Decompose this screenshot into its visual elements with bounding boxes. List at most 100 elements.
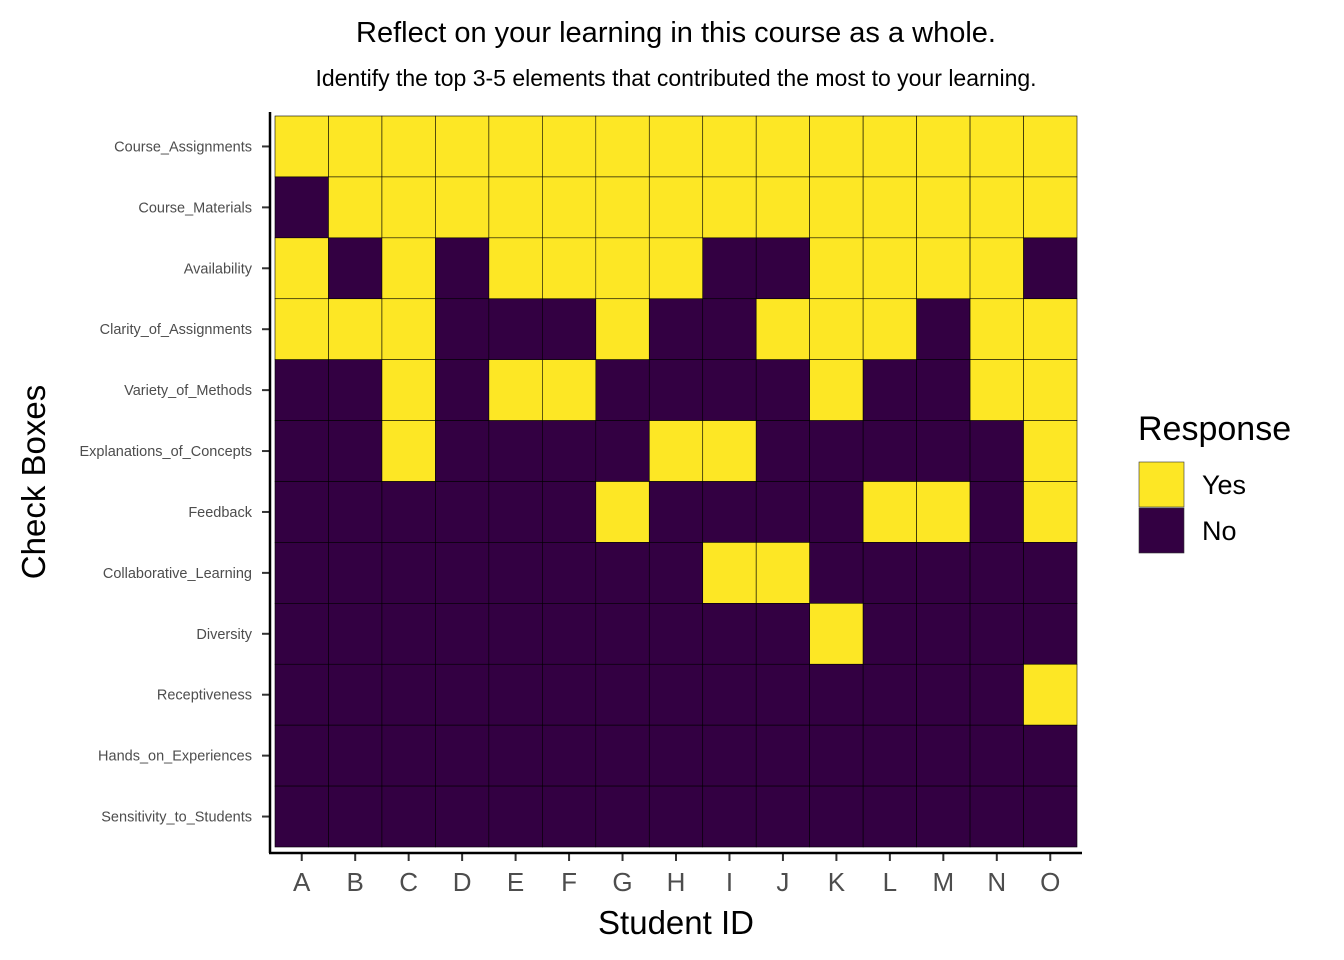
x-tick-label: G [612, 867, 632, 897]
heatmap-cell [595, 663, 650, 726]
heatmap-cell [862, 237, 917, 300]
heatmap-cell [1023, 542, 1078, 604]
y-axis-ticks: Course_Assignments Course_Materials Availa… [79, 139, 269, 826]
heatmap-cell [862, 298, 917, 360]
heatmap-cell [488, 724, 543, 787]
heatmap-cell [916, 176, 971, 239]
x-tick-label: L [883, 867, 897, 897]
y-tick-label: Feedback [188, 505, 252, 521]
heatmap-cell [702, 603, 757, 665]
legend-swatch [1138, 507, 1185, 554]
heatmap-cell [916, 481, 971, 543]
heatmap-cell [702, 176, 757, 239]
heatmap-cell [435, 115, 490, 178]
heatmap-cell [381, 603, 436, 665]
heatmap-cell [595, 237, 650, 300]
heatmap-cell [862, 359, 917, 421]
heatmap-cell [328, 724, 383, 787]
heatmap-cell [702, 542, 757, 604]
heatmap-cell [274, 663, 329, 726]
heatmap-cell [755, 785, 810, 848]
heatmap-cell [595, 542, 650, 604]
x-axis-title: Student ID [598, 904, 754, 941]
heatmap-cell [916, 663, 971, 726]
heatmap-cell [488, 785, 543, 848]
heatmap-cell [969, 724, 1024, 787]
heatmap-cell [1023, 785, 1078, 848]
x-tick-label: I [726, 867, 733, 897]
heatmap-cell [862, 481, 917, 543]
heatmap-cell [488, 542, 543, 604]
heatmap-cell [916, 603, 971, 665]
heatmap-cell [648, 420, 704, 482]
heatmap-cell [595, 359, 650, 421]
heatmap-cell [435, 298, 490, 360]
heatmap-cell [595, 481, 650, 543]
heatmap-cell [702, 663, 757, 726]
heatmap-cell [809, 420, 864, 482]
heatmap-cell [435, 542, 490, 604]
chart-subtitle: Identify the top 3-5 elements that contr… [315, 65, 1036, 91]
heatmap-cell [969, 420, 1024, 482]
heatmap-cell [648, 542, 704, 604]
y-tick-label: Variety_of_Methods [124, 383, 252, 399]
heatmap-cell [862, 176, 917, 239]
y-tick-label: Clarity_of_Assignments [100, 322, 252, 338]
heatmap-cell [755, 176, 810, 239]
heatmap-cell [969, 663, 1024, 726]
heatmap-cell [648, 359, 704, 421]
heatmap-cell [702, 420, 757, 482]
heatmap-cell [595, 115, 650, 178]
heatmap-cell [648, 298, 704, 360]
heatmap-cell [809, 481, 864, 543]
heatmap-cell [809, 724, 864, 787]
x-tick-label: O [1040, 867, 1060, 897]
heatmap-cell [542, 176, 597, 239]
heatmap-cell [648, 724, 704, 787]
heatmap-cell [274, 237, 329, 300]
heatmap-cell [435, 724, 490, 787]
heatmap-cell [542, 663, 597, 726]
heatmap-cell [595, 176, 650, 239]
heatmap-cell [1023, 481, 1078, 543]
legend: Response Yes No [1138, 410, 1291, 554]
heatmap-cell [648, 176, 704, 239]
heatmap-cell [809, 115, 864, 178]
heatmap-cell [542, 298, 597, 360]
heatmap-cell [328, 663, 383, 726]
y-tick-label: Sensitivity_to_Students [101, 810, 252, 826]
x-tick-label: N [987, 867, 1006, 897]
heatmap-cell [755, 237, 810, 300]
chart-title: Reflect on your learning in this course … [356, 17, 996, 49]
heatmap-cell [809, 663, 864, 726]
heatmap-cell [595, 298, 650, 360]
heatmap-cell [435, 785, 490, 848]
heatmap-cell [916, 115, 971, 178]
heatmap-cell [969, 481, 1024, 543]
heatmap-cell [274, 481, 329, 543]
heatmap-cell [862, 785, 917, 848]
heatmap-cell [916, 542, 971, 604]
x-tick-label: F [561, 867, 577, 897]
heatmap-cell [381, 542, 436, 604]
heatmap-cell [328, 237, 383, 300]
heatmap-cell [435, 420, 490, 482]
heatmap-cell [916, 298, 971, 360]
x-tick-label: J [776, 867, 789, 897]
heatmap-cell [1023, 176, 1078, 239]
heatmap-cell [809, 176, 864, 239]
heatmap-cell [862, 420, 917, 482]
heatmap-cell [328, 298, 383, 360]
heatmap-cell [328, 481, 383, 543]
heatmap-cell [274, 176, 329, 239]
heatmap-cell [702, 785, 757, 848]
x-tick-label: C [399, 867, 418, 897]
heatmap-cell [381, 724, 436, 787]
heatmap-cell [328, 359, 383, 421]
x-tick-label: E [507, 867, 524, 897]
legend-label: Yes [1202, 470, 1246, 500]
heatmap-cell [755, 481, 810, 543]
heatmap-cell [328, 115, 383, 178]
heatmap-cell [702, 298, 757, 360]
heatmap-cell [809, 785, 864, 848]
